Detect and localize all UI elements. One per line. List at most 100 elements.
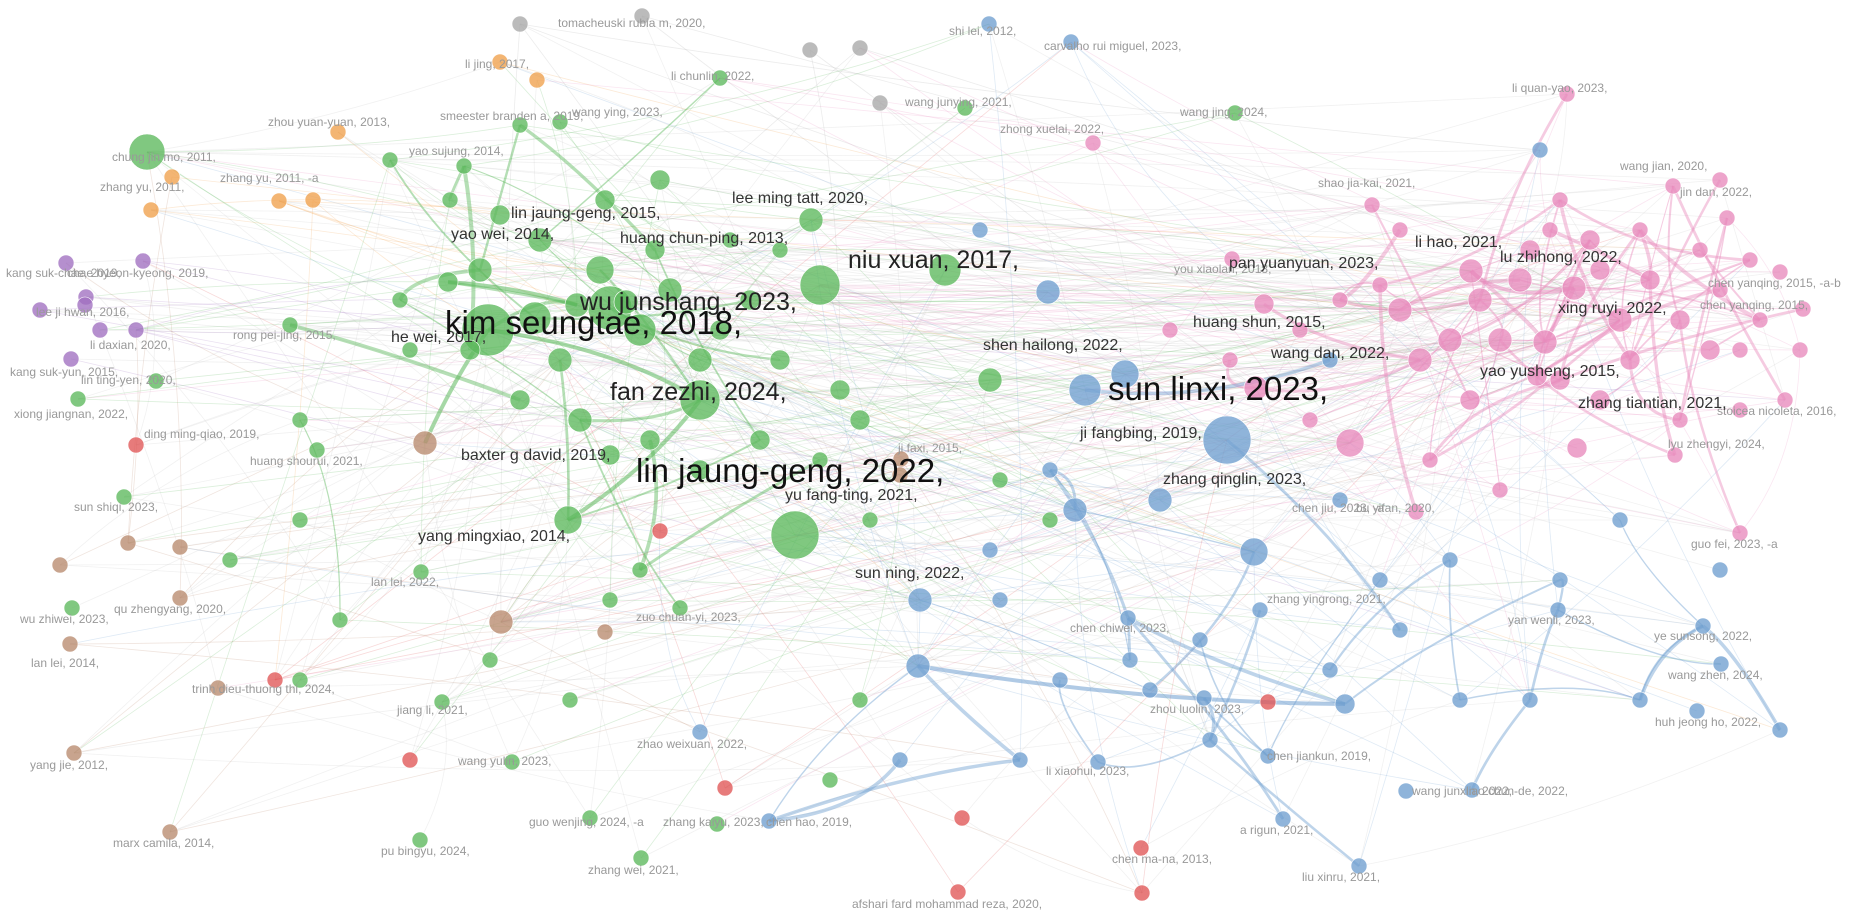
- node-orange[interactable]: [304, 191, 322, 209]
- node-green[interactable]: [489, 204, 511, 226]
- node-brown[interactable]: [891, 466, 909, 484]
- node-orange[interactable]: [329, 123, 347, 141]
- node-pink[interactable]: [1387, 297, 1413, 323]
- node-pink[interactable]: [1664, 177, 1682, 195]
- node-green[interactable]: [811, 451, 829, 469]
- node-green[interactable]: [459, 339, 481, 361]
- node-green[interactable]: [770, 510, 820, 560]
- node-green[interactable]: [433, 693, 451, 711]
- node-pink[interactable]: [1253, 293, 1275, 315]
- node-blue[interactable]: [1202, 415, 1252, 465]
- node-gray[interactable]: [801, 41, 819, 59]
- node-green[interactable]: [518, 301, 552, 335]
- node-red[interactable]: [401, 751, 419, 769]
- node-gray[interactable]: [511, 15, 529, 33]
- node-pink[interactable]: [1507, 267, 1533, 293]
- node-orange[interactable]: [163, 168, 181, 186]
- node-green[interactable]: [291, 671, 309, 689]
- node-pink[interactable]: [1711, 171, 1729, 189]
- node-green[interactable]: [632, 849, 650, 867]
- node-green[interactable]: [147, 372, 165, 390]
- node-pink[interactable]: [1223, 250, 1241, 268]
- node-pink[interactable]: [1519, 239, 1541, 261]
- node-green[interactable]: [599, 444, 621, 466]
- node-brown[interactable]: [209, 679, 227, 697]
- node-brown[interactable]: [488, 609, 514, 635]
- node-green[interactable]: [567, 407, 593, 433]
- node-brown[interactable]: [412, 430, 438, 456]
- node-blue[interactable]: [1011, 751, 1029, 769]
- node-brown[interactable]: [171, 589, 189, 607]
- node-green[interactable]: [281, 316, 299, 334]
- node-pink[interactable]: [1541, 221, 1559, 239]
- node-green[interactable]: [991, 471, 1009, 489]
- node-brown[interactable]: [596, 623, 614, 641]
- node-gray[interactable]: [871, 94, 889, 112]
- node-pink[interactable]: [1291, 321, 1309, 339]
- node-green[interactable]: [511, 116, 529, 134]
- node-blue[interactable]: [1321, 351, 1339, 369]
- node-pink[interactable]: [1549, 369, 1571, 391]
- node-pink[interactable]: [1731, 401, 1749, 419]
- node-green[interactable]: [308, 441, 326, 459]
- node-pink[interactable]: [1791, 341, 1809, 359]
- node-pink[interactable]: [1558, 85, 1576, 103]
- node-pink[interactable]: [1161, 321, 1179, 339]
- node-blue[interactable]: [891, 751, 909, 769]
- node-blue[interactable]: [691, 723, 709, 741]
- node-pink[interactable]: [1458, 258, 1484, 284]
- node-pink[interactable]: [1631, 221, 1649, 239]
- node-red[interactable]: [1133, 884, 1151, 902]
- node-blue[interactable]: [1141, 681, 1159, 699]
- node-pink[interactable]: [1607, 307, 1633, 333]
- node-purple[interactable]: [57, 254, 75, 272]
- node-blue[interactable]: [1451, 691, 1469, 709]
- node-blue[interactable]: [1089, 753, 1107, 771]
- node-brown[interactable]: [171, 538, 189, 556]
- node-green[interactable]: [69, 390, 87, 408]
- node-green[interactable]: [581, 809, 599, 827]
- node-pink[interactable]: [1371, 276, 1389, 294]
- node-green[interactable]: [623, 313, 657, 347]
- node-orange[interactable]: [491, 53, 509, 71]
- node-blue[interactable]: [1051, 671, 1069, 689]
- node-brown[interactable]: [51, 556, 69, 574]
- node-pink[interactable]: [1084, 134, 1102, 152]
- node-pink[interactable]: [1718, 209, 1736, 227]
- node-blue[interactable]: [760, 812, 778, 830]
- node-green[interactable]: [1226, 104, 1244, 122]
- node-pink[interactable]: [1589, 259, 1611, 281]
- node-green[interactable]: [657, 277, 683, 303]
- node-green[interactable]: [829, 379, 851, 401]
- node-blue[interactable]: [1531, 141, 1549, 159]
- node-blue[interactable]: [907, 587, 933, 613]
- node-green[interactable]: [739, 289, 761, 311]
- node-blue[interactable]: [1549, 601, 1567, 619]
- node-pink[interactable]: [1666, 446, 1684, 464]
- node-green[interactable]: [679, 379, 721, 421]
- node-blue[interactable]: [1688, 702, 1706, 720]
- node-blue[interactable]: [1147, 487, 1173, 513]
- node-pink[interactable]: [1691, 241, 1709, 259]
- node-pink[interactable]: [1421, 451, 1439, 469]
- node-green[interactable]: [769, 349, 791, 371]
- node-green[interactable]: [221, 551, 239, 569]
- node-blue[interactable]: [1121, 651, 1139, 669]
- node-green[interactable]: [331, 611, 349, 629]
- node-pink[interactable]: [1407, 503, 1425, 521]
- node-blue[interactable]: [1259, 747, 1277, 765]
- node-gray[interactable]: [633, 7, 651, 25]
- node-red[interactable]: [266, 671, 284, 689]
- node-green[interactable]: [851, 691, 869, 709]
- node-brown[interactable]: [61, 635, 79, 653]
- node-blue[interactable]: [1334, 693, 1356, 715]
- node-blue[interactable]: [1251, 601, 1269, 619]
- node-green[interactable]: [687, 347, 713, 373]
- node-pink[interactable]: [1711, 281, 1729, 299]
- node-brown[interactable]: [119, 534, 137, 552]
- node-purple[interactable]: [91, 321, 109, 339]
- node-green[interactable]: [527, 227, 553, 253]
- node-green[interactable]: [709, 319, 731, 341]
- node-pink[interactable]: [1771, 263, 1789, 281]
- node-green[interactable]: [771, 241, 789, 259]
